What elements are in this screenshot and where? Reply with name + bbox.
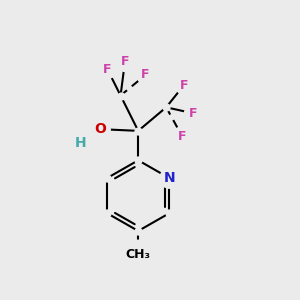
Text: F: F: [141, 68, 150, 81]
Text: O: O: [94, 122, 106, 136]
Text: F: F: [103, 62, 112, 76]
Text: F: F: [180, 79, 188, 92]
Text: F: F: [121, 55, 129, 68]
Text: H: H: [75, 136, 87, 150]
Text: F: F: [178, 130, 187, 143]
Text: F: F: [188, 107, 197, 120]
Text: CH₃: CH₃: [126, 248, 151, 261]
Text: N: N: [163, 171, 175, 185]
